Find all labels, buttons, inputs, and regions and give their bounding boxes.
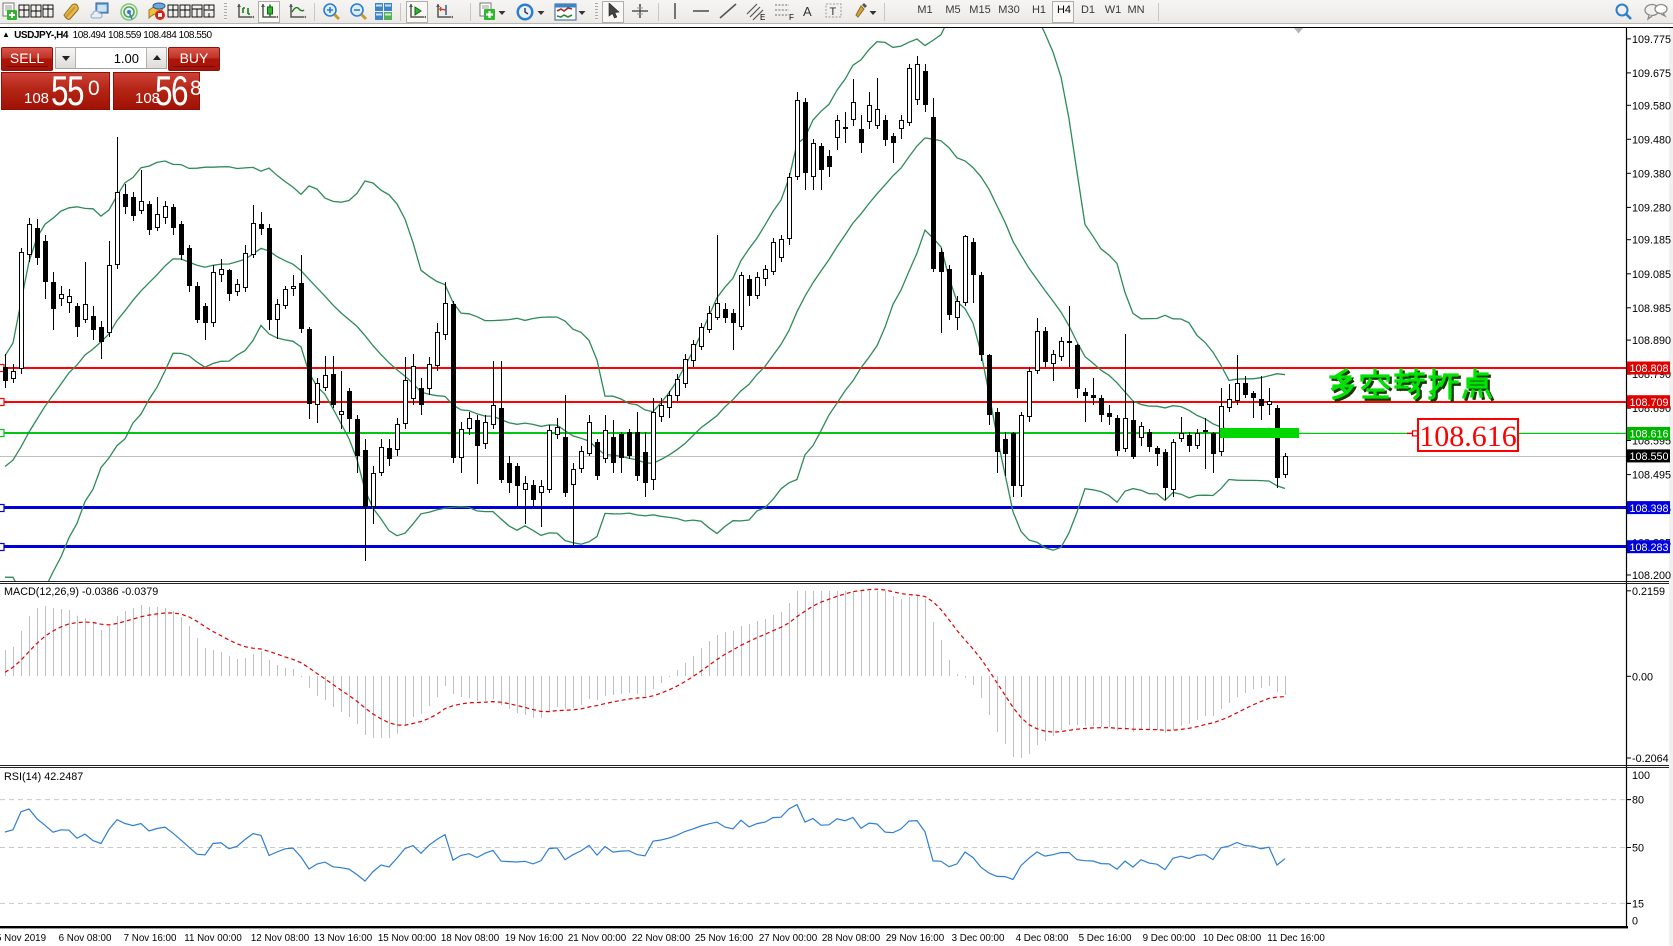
svg-text:100: 100 xyxy=(1632,770,1650,782)
svg-text:108.200: 108.200 xyxy=(1632,570,1671,582)
svg-text:27 Nov 00:00: 27 Nov 00:00 xyxy=(759,933,818,944)
svg-text:25 Nov 16:00: 25 Nov 16:00 xyxy=(695,933,754,944)
svg-text:A: A xyxy=(803,4,812,19)
svg-text:80: 80 xyxy=(1632,795,1644,807)
svg-text:109.580: 109.580 xyxy=(1632,100,1671,112)
svg-text:109.675: 109.675 xyxy=(1632,68,1671,80)
svg-text:11 Nov 00:00: 11 Nov 00:00 xyxy=(184,933,242,944)
svg-text:109.380: 109.380 xyxy=(1632,168,1671,180)
svg-text:108.985: 108.985 xyxy=(1632,303,1671,315)
svg-text:12 Nov 08:00: 12 Nov 08:00 xyxy=(251,933,310,944)
svg-text:10 Dec 08:00: 10 Dec 08:00 xyxy=(1203,933,1262,944)
svg-text:-0.2064: -0.2064 xyxy=(1632,753,1669,765)
svg-text:F: F xyxy=(789,13,794,21)
svg-text:109.085: 109.085 xyxy=(1632,269,1671,281)
svg-text:28 Nov 08:00: 28 Nov 08:00 xyxy=(822,933,881,944)
svg-text:MACD(12,26,9) -0.0386 -0.0379: MACD(12,26,9) -0.0386 -0.0379 xyxy=(4,586,158,598)
svg-text:0.00: 0.00 xyxy=(1632,671,1653,683)
svg-text:50: 50 xyxy=(1632,843,1644,855)
svg-text:0.2159: 0.2159 xyxy=(1632,586,1665,598)
svg-text:T: T xyxy=(830,6,837,18)
svg-text:108.616: 108.616 xyxy=(1419,420,1517,453)
svg-text:RSI(14) 42.2487: RSI(14) 42.2487 xyxy=(4,771,83,783)
svg-text:5 Nov 2019: 5 Nov 2019 xyxy=(0,933,46,944)
svg-text:109.480: 109.480 xyxy=(1632,134,1671,146)
svg-text:7 Nov 16:00: 7 Nov 16:00 xyxy=(124,933,177,944)
svg-text:109.280: 109.280 xyxy=(1632,202,1671,214)
svg-text:5 Dec 16:00: 5 Dec 16:00 xyxy=(1079,933,1132,944)
svg-text:3 Dec 00:00: 3 Dec 00:00 xyxy=(952,933,1005,944)
svg-text:E: E xyxy=(760,13,765,21)
svg-text:4 Dec 08:00: 4 Dec 08:00 xyxy=(1016,933,1069,944)
svg-text:29 Nov 16:00: 29 Nov 16:00 xyxy=(886,933,945,944)
svg-text:19 Nov 16:00: 19 Nov 16:00 xyxy=(505,933,564,944)
svg-text:108.550: 108.550 xyxy=(1630,451,1669,463)
svg-text:109.775: 109.775 xyxy=(1632,34,1671,46)
svg-text:108.709: 108.709 xyxy=(1630,397,1669,409)
svg-text:21 Nov 00:00: 21 Nov 00:00 xyxy=(568,933,627,944)
svg-text:18 Nov 08:00: 18 Nov 08:00 xyxy=(441,933,500,944)
svg-text:6 Nov 08:00: 6 Nov 08:00 xyxy=(59,933,112,944)
svg-text:109.185: 109.185 xyxy=(1632,235,1671,247)
svg-text:108.616: 108.616 xyxy=(1630,429,1669,441)
svg-text:13 Nov 16:00: 13 Nov 16:00 xyxy=(314,933,373,944)
svg-text:0: 0 xyxy=(1632,916,1638,928)
svg-text:15: 15 xyxy=(1632,898,1644,910)
svg-text:9 Dec 00:00: 9 Dec 00:00 xyxy=(1143,933,1196,944)
svg-text:108.283: 108.283 xyxy=(1630,542,1669,554)
svg-text:15 Nov 00:00: 15 Nov 00:00 xyxy=(378,933,437,944)
svg-text:108.890: 108.890 xyxy=(1632,335,1671,347)
svg-text:108.808: 108.808 xyxy=(1630,363,1669,375)
svg-text:11 Dec 16:00: 11 Dec 16:00 xyxy=(1267,933,1325,944)
svg-text:22 Nov 08:00: 22 Nov 08:00 xyxy=(632,933,691,944)
svg-text:108.495: 108.495 xyxy=(1632,470,1671,482)
svg-text:108.398: 108.398 xyxy=(1630,503,1669,515)
